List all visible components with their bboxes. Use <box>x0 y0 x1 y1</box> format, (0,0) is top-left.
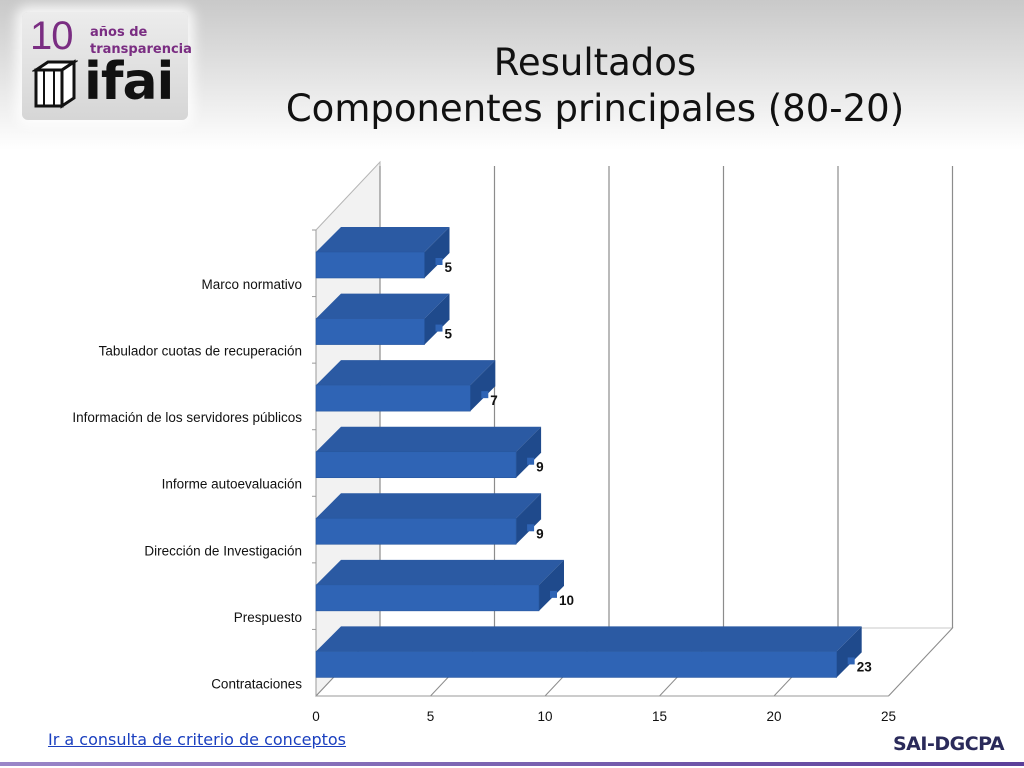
value-marker <box>550 590 557 598</box>
category-label: Dirección de Investigación <box>144 543 302 558</box>
data-label: 10 <box>559 593 574 608</box>
bar-top-face <box>316 559 564 585</box>
footer-brand: SAI-DGCPA <box>893 733 1005 755</box>
bar <box>315 451 517 479</box>
bar-side-face <box>836 626 862 678</box>
value-marker <box>847 657 855 665</box>
bar-top-face <box>316 626 862 652</box>
footer-divider <box>0 762 1024 766</box>
x-tick-label: 20 <box>766 709 781 724</box>
category-label: Tabulador cuotas de recuperación <box>99 344 302 359</box>
bar-side-face <box>424 227 450 278</box>
x-tick-label: 0 <box>312 709 320 724</box>
value-marker <box>435 324 443 332</box>
logo-number: 10 <box>30 14 73 58</box>
category-label: Prespuesto <box>234 610 302 625</box>
data-label: 23 <box>857 659 873 674</box>
x-tick-label: 5 <box>427 709 435 724</box>
bar-top-face <box>316 360 496 386</box>
data-label: 5 <box>445 260 453 275</box>
data-label: 5 <box>445 327 453 342</box>
value-marker <box>435 258 443 265</box>
bar-side-face <box>539 559 564 611</box>
title-line-1: Resultados <box>493 41 697 84</box>
bar-top-face <box>316 426 542 452</box>
criteria-link[interactable]: Ir a consulta de criterio de conceptos <box>48 730 347 749</box>
bar <box>315 651 838 678</box>
page-title: Resultados Componentes principales (80-2… <box>230 40 960 132</box>
ifai-logo: 10 años de transparencia ifai <box>22 12 192 120</box>
value-marker <box>527 524 535 532</box>
category-label: Contrataciones <box>211 676 302 691</box>
bar <box>315 318 425 345</box>
category-label: Informe autoevaluación <box>162 477 302 492</box>
bar <box>315 251 425 279</box>
bar-side-face <box>470 360 496 412</box>
data-label: 9 <box>536 460 544 475</box>
data-label: 9 <box>536 526 544 541</box>
value-marker <box>527 457 535 465</box>
bar <box>315 384 471 412</box>
bar-side-face <box>516 493 542 545</box>
bar-side-face <box>516 426 542 478</box>
floor-gridline <box>888 627 953 697</box>
x-tick-label: 15 <box>652 709 667 724</box>
ballot-box-icon <box>32 59 78 109</box>
bar <box>315 517 517 545</box>
bar-top-face <box>316 493 542 519</box>
title-line-2: Componentes principales (80-20) <box>285 87 905 130</box>
logo-tagline-1: años de <box>90 25 148 40</box>
bar-chart: 0 5 10 15 20 25 5 Marco normativo 5 Tabulador cuo… <box>72 160 954 724</box>
value-marker <box>481 391 489 399</box>
bar-side-face <box>424 293 450 345</box>
bar-top-face <box>316 227 450 252</box>
data-label: 7 <box>490 393 498 408</box>
bar-top-face <box>316 293 450 319</box>
logo-tagline-2: transparencia <box>90 42 192 57</box>
bar <box>315 584 540 612</box>
x-tick-label: 25 <box>881 709 896 724</box>
x-tick-label: 10 <box>537 709 552 724</box>
logo-word: ifai <box>84 52 174 112</box>
category-label: Información de los servidores públicos <box>72 410 302 425</box>
category-label: Marco normativo <box>201 277 302 292</box>
